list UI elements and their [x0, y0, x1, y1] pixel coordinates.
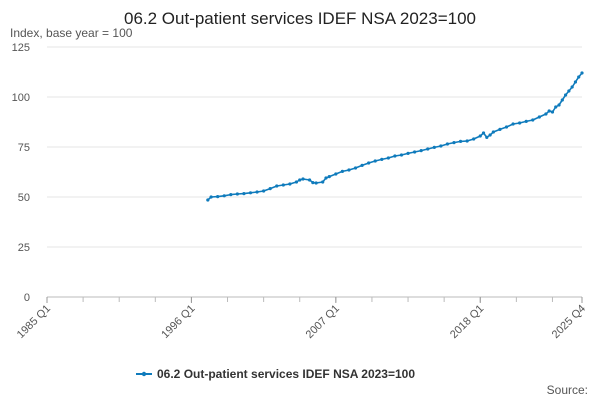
data-point [557, 103, 561, 107]
data-point [334, 172, 338, 176]
data-point [399, 153, 404, 157]
data-point [488, 133, 492, 137]
data-point [324, 176, 328, 180]
y-tick-label: 0 [24, 292, 30, 304]
data-point [577, 75, 581, 79]
x-tick-label: 2018 Q1 [448, 303, 486, 341]
data-point [393, 154, 397, 158]
y-tick-label: 100 [12, 92, 30, 104]
data-point [353, 166, 358, 170]
data-point [511, 122, 515, 126]
data-point [570, 85, 574, 89]
x-tick-label: 1996 Q1 [159, 303, 197, 341]
data-point [298, 178, 302, 182]
data-point [524, 119, 528, 123]
data-point [472, 137, 476, 141]
data-point [478, 134, 482, 138]
data-point [485, 135, 489, 139]
y-tick-label: 25 [18, 242, 30, 254]
data-point [554, 105, 558, 109]
data-point [544, 112, 548, 116]
data-point [439, 144, 443, 148]
y-tick-label: 50 [18, 192, 30, 204]
data-point [491, 130, 495, 134]
data-point [327, 175, 331, 179]
data-point [373, 159, 377, 163]
data-point [311, 181, 315, 185]
data-point [248, 191, 253, 195]
data-point [288, 182, 292, 186]
data-point [206, 198, 210, 202]
data-point [281, 183, 285, 187]
x-axis: 1985 Q1 1996 Q1 2007 Q1 2018 Q1 2025 Q4 [15, 297, 588, 341]
data-point [458, 139, 463, 143]
gridlines [47, 46, 582, 298]
data-point [563, 93, 568, 97]
data-point [222, 194, 226, 198]
data-point [229, 193, 233, 197]
data-point [347, 168, 351, 172]
data-point [242, 192, 246, 196]
data-point [386, 156, 390, 160]
data-point [537, 115, 541, 119]
data-point [307, 178, 312, 182]
legend[interactable]: 06.2 Out-patient services IDEF NSA 2023=… [136, 367, 415, 381]
data-point [481, 131, 486, 135]
data-point [380, 157, 384, 161]
data-point [340, 169, 344, 173]
data-point [367, 161, 371, 165]
data-point [209, 195, 213, 199]
data-point [301, 177, 305, 181]
y-tick-label: 75 [18, 142, 30, 154]
series-line [207, 72, 583, 201]
data-point [452, 141, 456, 145]
y-axis: 0 25 50 75 100 125 [12, 42, 30, 304]
legend-point-marker [141, 371, 147, 377]
data-point [406, 151, 410, 155]
data-point [445, 142, 450, 146]
y-axis-label: Index, base year = 100 [10, 26, 133, 40]
data-point [419, 149, 423, 153]
data-point [413, 150, 417, 154]
data-point [235, 192, 239, 196]
data-point [262, 189, 266, 193]
data-point [580, 71, 584, 75]
x-tick-label: 2025 Q4 [550, 303, 588, 341]
x-tick-label: 1985 Q1 [15, 303, 53, 341]
data-point [360, 163, 364, 167]
data-point [560, 98, 564, 102]
plot-area [206, 71, 584, 202]
data-point [547, 109, 551, 113]
data-point [321, 180, 325, 184]
data-point [504, 125, 509, 129]
data-point [426, 147, 430, 151]
legend-entry-label: 06.2 Out-patient services IDEF NSA 2023=… [157, 367, 415, 381]
x-tick-label: 2007 Q1 [304, 303, 342, 341]
data-point [432, 145, 436, 149]
source-label: Source: [547, 383, 588, 397]
chart-title: 06.2 Out-patient services IDEF NSA 2023=… [124, 9, 476, 28]
data-point [268, 187, 272, 191]
data-point [550, 110, 555, 114]
data-point [314, 181, 318, 185]
data-point [531, 118, 535, 122]
data-point [465, 139, 469, 143]
data-point [216, 195, 220, 199]
data-point [567, 89, 571, 93]
data-point [573, 80, 578, 84]
data-point [498, 127, 502, 131]
data-point [518, 121, 522, 125]
y-tick-label: 125 [12, 42, 30, 54]
data-point [294, 180, 299, 184]
data-point [275, 184, 279, 188]
data-point [255, 190, 259, 194]
